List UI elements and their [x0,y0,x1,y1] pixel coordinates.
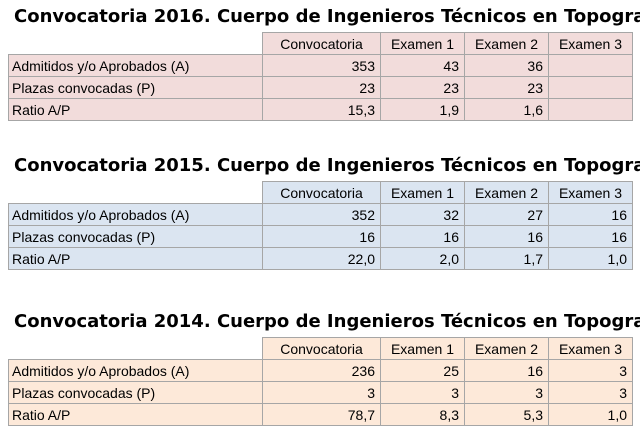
table-cell: 3 [548,381,633,404]
row-label: Plazas convocadas (P) [8,381,263,404]
table-row: Admitidos y/o Aprobados (A) 236 25 16 3 [8,359,633,382]
table-cell: 27 [464,203,549,226]
table-row: Ratio A/P 22,0 2,0 1,7 1,0 [8,247,633,270]
row-label: Admitidos y/o Aprobados (A) [8,54,263,77]
table-cell: 36 [464,54,549,77]
header-row: Convocatoria Examen 1 Examen 2 Examen 3 [8,181,633,204]
table-cell: 43 [380,54,465,77]
column-header: Convocatoria [262,337,381,360]
data-table: Convocatoria Examen 1 Examen 2 Examen 3 … [8,32,633,121]
table-cell: 1,0 [548,403,633,426]
row-label: Admitidos y/o Aprobados (A) [8,203,263,226]
empty-corner-cell [8,32,263,55]
table-cell: 16 [262,225,381,248]
table-block-2016: Convocatoria 2016. Cuerpo de Ingenieros … [8,6,640,121]
table-cell: 23 [262,76,381,99]
column-header: Convocatoria [262,181,381,204]
table-cell: 78,7 [262,403,381,426]
table-cell: 22,0 [262,247,381,270]
table-cell: 23 [380,76,465,99]
table-cell: 16 [464,359,549,382]
table-cell: 3 [262,381,381,404]
table-cell: 16 [380,225,465,248]
column-header: Convocatoria [262,32,381,55]
row-label: Plazas convocadas (P) [8,76,263,99]
table-cell: 3 [548,359,633,382]
table-cell: 1,0 [548,247,633,270]
column-header: Examen 3 [548,181,633,204]
data-table: Convocatoria Examen 1 Examen 2 Examen 3 … [8,337,633,426]
column-header: Examen 1 [380,181,465,204]
table-cell: 23 [464,76,549,99]
row-label: Ratio A/P [8,403,263,426]
empty-corner-cell [8,181,263,204]
header-row: Convocatoria Examen 1 Examen 2 Examen 3 [8,337,633,360]
table-cell: 352 [262,203,381,226]
row-label: Plazas convocadas (P) [8,225,263,248]
table-row: Plazas convocadas (P) 16 16 16 16 [8,225,633,248]
row-label: Ratio A/P [8,247,263,270]
table-cell: 32 [380,203,465,226]
table-row: Plazas convocadas (P) 23 23 23 [8,76,633,99]
table-cell: 353 [262,54,381,77]
column-header: Examen 3 [548,337,633,360]
table-cell: 236 [262,359,381,382]
table-cell: 8,3 [380,403,465,426]
table-row: Ratio A/P 78,7 8,3 5,3 1,0 [8,403,633,426]
table-cell: 3 [380,381,465,404]
table-title: Convocatoria 2016. Cuerpo de Ingenieros … [14,6,640,27]
table-title: Convocatoria 2015. Cuerpo de Ingenieros … [14,155,640,176]
table-cell [548,54,633,77]
column-header: Examen 3 [548,32,633,55]
header-row: Convocatoria Examen 1 Examen 2 Examen 3 [8,32,633,55]
table-cell: 16 [548,203,633,226]
row-label: Admitidos y/o Aprobados (A) [8,359,263,382]
table-cell: 1,9 [380,98,465,121]
table-row: Plazas convocadas (P) 3 3 3 3 [8,381,633,404]
table-cell: 16 [464,225,549,248]
table-row: Admitidos y/o Aprobados (A) 353 43 36 [8,54,633,77]
column-header: Examen 2 [464,32,549,55]
table-cell: 2,0 [380,247,465,270]
table-cell: 1,6 [464,98,549,121]
table-cell: 1,7 [464,247,549,270]
table-cell: 25 [380,359,465,382]
row-label: Ratio A/P [8,98,263,121]
table-cell: 16 [548,225,633,248]
table-cell: 3 [464,381,549,404]
table-block-2015: Convocatoria 2015. Cuerpo de Ingenieros … [8,155,640,270]
empty-corner-cell [8,337,263,360]
table-title: Convocatoria 2014. Cuerpo de Ingenieros … [14,311,640,332]
table-row: Admitidos y/o Aprobados (A) 352 32 27 16 [8,203,633,226]
table-cell [548,98,633,121]
column-header: Examen 2 [464,337,549,360]
column-header: Examen 1 [380,337,465,360]
table-cell: 5,3 [464,403,549,426]
table-block-2014: Convocatoria 2014. Cuerpo de Ingenieros … [8,311,640,426]
column-header: Examen 1 [380,32,465,55]
table-cell [548,76,633,99]
table-cell: 15,3 [262,98,381,121]
data-table: Convocatoria Examen 1 Examen 2 Examen 3 … [8,181,633,270]
column-header: Examen 2 [464,181,549,204]
table-row: Ratio A/P 15,3 1,9 1,6 [8,98,633,121]
